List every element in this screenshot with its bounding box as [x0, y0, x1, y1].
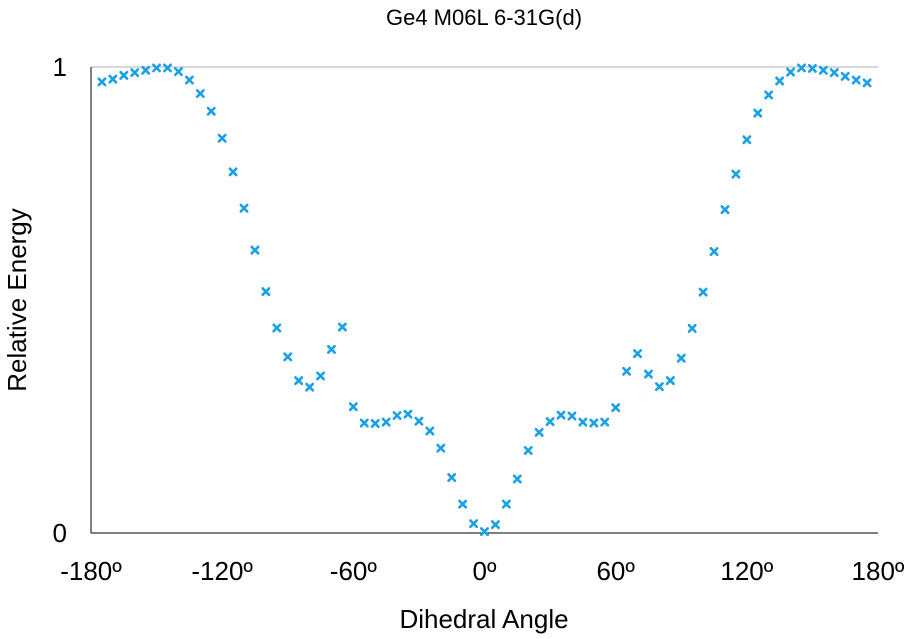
data-point	[195, 89, 205, 99]
data-point	[633, 349, 643, 359]
data-point	[152, 63, 162, 73]
data-point	[490, 520, 500, 530]
x-tick-label: 180º	[852, 556, 905, 586]
x-axis-title: Dihedral Angle	[399, 604, 568, 634]
data-point	[206, 106, 216, 116]
data-point	[239, 203, 249, 213]
data-point	[501, 499, 511, 509]
y-tick-label: 1	[53, 52, 67, 82]
data-point	[709, 247, 719, 257]
data-point	[403, 409, 413, 419]
data-point	[764, 90, 774, 100]
data-point	[796, 63, 806, 73]
data-point	[775, 76, 785, 86]
x-tick-label: 0º	[473, 556, 497, 586]
data-point	[163, 63, 173, 73]
data-series	[97, 63, 872, 537]
y-tick-label: 0	[53, 518, 67, 548]
x-tick-label: 60º	[596, 556, 635, 586]
data-point	[348, 402, 358, 412]
data-point	[862, 78, 872, 88]
data-point	[141, 65, 151, 75]
data-point	[665, 376, 675, 386]
x-tick-label: -120º	[191, 556, 253, 586]
data-point	[523, 446, 533, 456]
data-point	[829, 68, 839, 78]
data-point	[807, 63, 817, 73]
data-point	[436, 443, 446, 453]
data-point	[97, 77, 107, 87]
data-point	[228, 167, 238, 177]
data-point	[643, 369, 653, 379]
data-point	[731, 169, 741, 179]
data-point	[786, 67, 796, 77]
data-point	[720, 205, 730, 215]
x-tick-label: 120º	[720, 556, 773, 586]
data-point	[381, 417, 391, 427]
data-point	[742, 135, 752, 145]
data-point	[119, 70, 129, 80]
data-point	[425, 426, 435, 436]
data-point	[272, 323, 282, 333]
data-point	[480, 527, 489, 537]
data-point	[130, 68, 140, 78]
data-point	[173, 67, 183, 77]
data-point	[589, 418, 599, 428]
x-tick-labels: -180º -120º -60º 0º 60º 120º 180º	[60, 556, 905, 586]
data-point	[622, 366, 632, 376]
data-point	[316, 371, 326, 381]
data-point	[676, 353, 686, 363]
data-point	[294, 376, 304, 386]
data-point	[567, 411, 577, 421]
data-point	[818, 65, 828, 75]
x-tick-label: -60º	[330, 556, 378, 586]
y-axis-title: Relative Energy	[2, 208, 32, 392]
data-point	[261, 287, 271, 297]
data-point	[184, 75, 194, 85]
data-point	[600, 417, 610, 427]
data-point	[851, 75, 861, 85]
data-point	[578, 417, 588, 427]
data-point	[698, 287, 708, 297]
data-point	[611, 403, 621, 413]
data-point	[337, 322, 347, 332]
data-point	[753, 108, 763, 118]
data-point	[305, 382, 315, 392]
data-point	[283, 352, 293, 362]
plot-area	[90, 63, 878, 537]
data-point	[250, 245, 260, 255]
data-point	[370, 418, 380, 428]
data-point	[687, 323, 697, 333]
data-point	[545, 417, 555, 427]
data-point	[359, 418, 369, 428]
data-point	[654, 382, 664, 392]
chart-title: Ge4 M06L 6-31G(d)	[386, 5, 582, 30]
data-point	[217, 133, 227, 143]
x-tick-label: -180º	[60, 556, 122, 586]
data-point	[447, 473, 457, 483]
data-point	[414, 416, 424, 426]
data-point	[326, 344, 336, 354]
data-point	[512, 474, 522, 484]
data-point	[469, 519, 479, 529]
y-tick-labels: 01	[53, 52, 67, 548]
data-point	[556, 410, 566, 420]
data-point	[458, 499, 468, 509]
data-point	[534, 427, 544, 437]
data-point	[840, 71, 850, 81]
data-point	[392, 411, 402, 421]
data-point	[108, 74, 118, 84]
